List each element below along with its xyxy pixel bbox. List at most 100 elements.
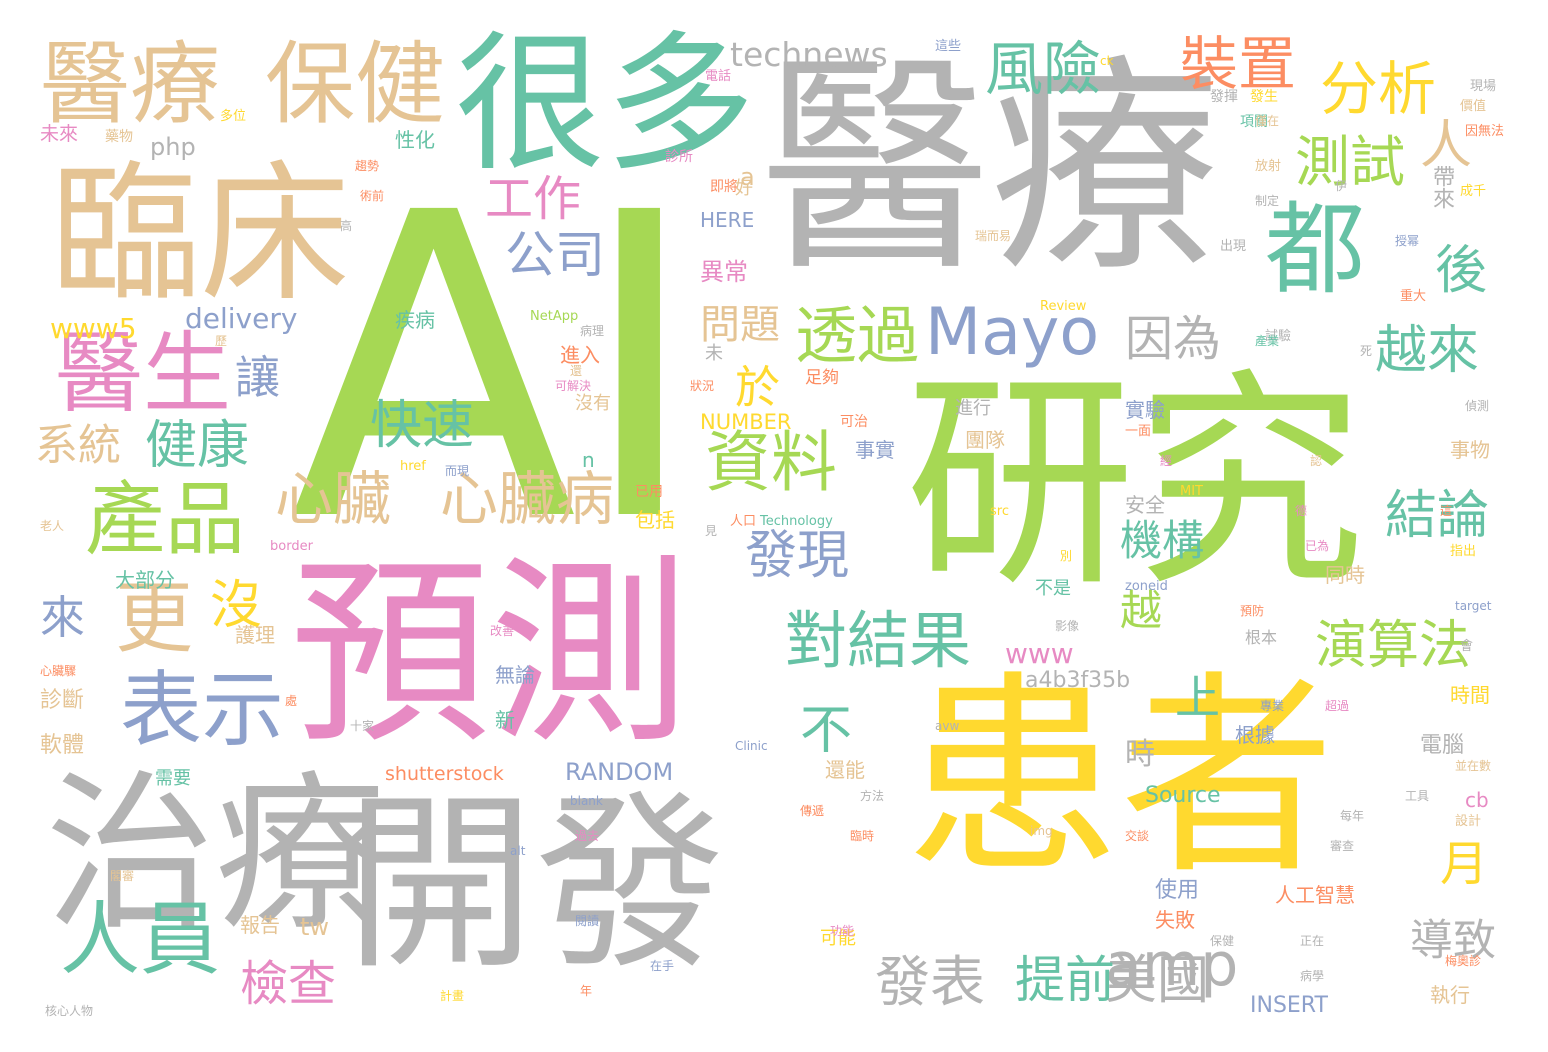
word-設計: 設計 (1455, 814, 1482, 829)
word-演算法: 演算法 (1315, 616, 1472, 676)
word-source: Source (1145, 783, 1221, 808)
word-價值: 價值 (1460, 99, 1487, 114)
word-www: www (1005, 637, 1074, 670)
word-趨勢: 趨勢 (355, 159, 380, 173)
word-shutterstock: shutterstock (385, 763, 504, 785)
word-每年: 每年 (1340, 809, 1365, 823)
word-可能: 可能 (820, 928, 856, 949)
word-這: 這 (1440, 504, 1453, 518)
word-制定: 制定 (1255, 194, 1280, 208)
word-瑞而易: 瑞而易 (975, 229, 1012, 243)
word-因無法: 因無法 (1465, 124, 1505, 139)
word-並在數: 並在數 (1455, 759, 1492, 773)
word-insert: INSERT (1250, 993, 1328, 1018)
word-因為: 因為 (1125, 311, 1222, 367)
word-計畫: 計畫 (440, 989, 465, 1003)
word-臨床: 臨床 (50, 148, 351, 322)
word-處: 處 (285, 694, 298, 708)
word-患者: 患者 (905, 652, 1335, 903)
word-病理: 病理 (580, 324, 605, 338)
word-美國: 美國 (1105, 951, 1210, 1011)
word-不是: 不是 (1035, 578, 1071, 599)
word-系統: 系統 (35, 421, 121, 471)
word-提前: 提前 (1015, 951, 1115, 1009)
word-發生: 發生 (1250, 89, 1278, 105)
word-img: img (1030, 824, 1053, 838)
word-藥物: 藥物 (105, 129, 133, 145)
word-伊: 伊 (1335, 179, 1348, 193)
word-netapp: NetApp (530, 309, 579, 324)
word-執行: 執行 (1430, 983, 1470, 1007)
word-認: 認 (1310, 454, 1323, 468)
word-軟體: 軟體 (40, 733, 85, 758)
word-方法: 方法 (860, 789, 885, 803)
word-多位: 多位 (220, 109, 247, 124)
word-醫療: 醫療 (760, 36, 1221, 303)
word-可解決: 可解決 (555, 379, 592, 393)
word-讓: 讓 (235, 351, 281, 404)
word-開發: 開發 (345, 774, 726, 995)
word-即將: 即將 (710, 179, 738, 195)
word-功能: 功能 (830, 924, 855, 938)
word-梅奧診: 梅奧診 (1445, 954, 1482, 968)
word-工具: 工具 (1405, 789, 1430, 803)
word-年: 年 (580, 984, 593, 998)
word-實驗: 實驗 (1125, 398, 1165, 422)
word-會: 會 (1460, 639, 1474, 654)
word-後: 後 (1435, 241, 1488, 301)
word-報告: 報告 (240, 913, 280, 937)
word-術前: 術前 (360, 189, 385, 203)
word-試驗: 試驗 (1265, 329, 1292, 344)
word-機構: 機構 (1120, 516, 1205, 565)
word-足夠: 足夠 (805, 368, 839, 388)
word-沒: 沒 (210, 576, 263, 636)
word-好: 好 (735, 178, 753, 199)
word-進行: 進行 (955, 398, 991, 419)
word-mit: MIT (1180, 484, 1203, 499)
word-核心人物: 核心人物 (45, 1004, 94, 1018)
word-影像: 影像 (1055, 619, 1080, 633)
word-ck: ck (1100, 54, 1114, 68)
word-在手: 在手 (650, 959, 675, 973)
word-都: 都 (1265, 191, 1365, 308)
word-重大: 重大 (1400, 289, 1427, 304)
word-時間: 時間 (1450, 683, 1490, 707)
word-www5: www5 (50, 312, 137, 345)
word-根本: 根本 (1245, 628, 1278, 647)
word-blank: blank (570, 794, 603, 808)
word-clinic: Clinic (735, 739, 768, 753)
word-資料: 資料 (705, 424, 837, 501)
word-delivery: delivery (185, 302, 298, 335)
word-而現: 而現 (445, 464, 470, 478)
word-僅在: 僅在 (1255, 114, 1280, 128)
word-未: 未 (705, 343, 723, 364)
word-target: target (1455, 599, 1492, 613)
word-number: NUMBER (700, 410, 792, 434)
word-死: 死 (1360, 344, 1373, 358)
word-發揮: 發揮 (1210, 89, 1238, 105)
word-安全: 安全 (1125, 493, 1165, 517)
word-人員: 人員 (60, 893, 220, 986)
word-疾病: 疾病 (395, 308, 435, 332)
word-分析: 分析 (1320, 55, 1437, 123)
word-新: 新 (495, 708, 515, 732)
word-別: 別 (1060, 549, 1073, 563)
word-已為: 已為 (1305, 539, 1330, 553)
word-zoneid: zoneid (1125, 579, 1168, 594)
word-一面: 一面 (1125, 424, 1152, 439)
word-預防: 預防 (1240, 604, 1265, 618)
word-更: 更 (115, 574, 194, 664)
word-表示: 表示 (120, 663, 285, 758)
word-這些: 這些 (935, 39, 962, 54)
word-閣審: 閣審 (110, 869, 135, 883)
word-還能: 還能 (825, 758, 865, 782)
word-異常: 異常 (700, 258, 748, 286)
word-歷: 歷 (215, 334, 228, 348)
word-交談: 交談 (1125, 829, 1150, 843)
word-已用: 已用 (635, 484, 663, 500)
word-性化: 性化 (395, 128, 435, 152)
word-健康: 健康 (145, 416, 250, 476)
word-a: a (740, 163, 755, 191)
word-事實: 事實 (855, 438, 895, 462)
